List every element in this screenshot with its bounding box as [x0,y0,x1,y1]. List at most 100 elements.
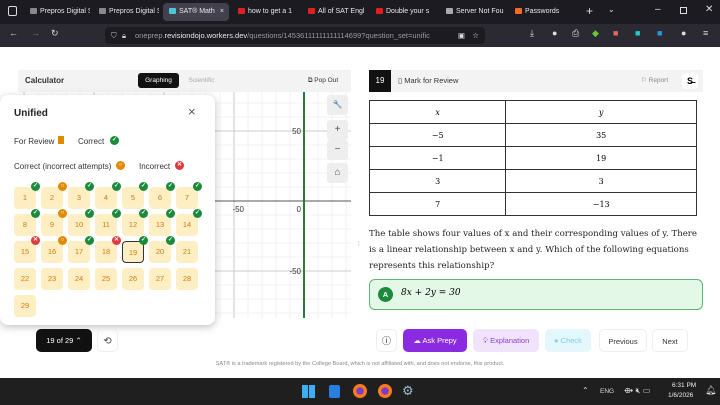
question-cell[interactable]: 7 [176,187,198,209]
resize-handle[interactable]: ⁞ [358,242,360,248]
settings-icon[interactable]: ⚙ [402,383,414,398]
explanation-button[interactable]: 💡︎ Explanation [473,329,539,352]
browser-tab[interactable]: Prepros Digital SA [24,3,90,21]
extension-icon-5[interactable]: ● [681,28,687,38]
question-cell[interactable]: 26 [122,268,144,290]
question-cell[interactable]: 24 [68,268,90,290]
back-icon[interactable]: ← [9,28,18,38]
home-icon[interactable]: ⌂ [327,163,348,183]
question-cell[interactable]: 4 [95,187,117,209]
previous-button[interactable]: Previous [599,329,647,352]
ask-prepy-button[interactable]: ☁ Ask Prepy [403,329,467,352]
notification-bell-icon[interactable]: 🔔︎ [705,385,717,395]
question-cell[interactable]: 3 [68,187,90,209]
browser-tab[interactable]: SAT® Math × [163,3,229,21]
browser-tab[interactable]: All of SAT Engl [302,3,368,21]
correct-badge-icon: ✓ [85,182,94,191]
close-popup-button[interactable]: × [188,104,196,119]
question-cell[interactable]: 17 [68,241,90,263]
close-window-button[interactable]: ✕ [705,4,714,15]
question-table: x y −5 35 −1 19 3 3 7 −13 [368,100,697,216]
firefox-icon[interactable] [353,384,367,398]
check-button[interactable]: ● Check [545,329,591,352]
forward-icon[interactable]: → [31,28,40,38]
correct-badge-icon: ✓ [139,209,148,218]
strikethrough-tool-icon[interactable]: S̶ [682,73,698,89]
zoom-out-button[interactable]: − [327,140,348,160]
network-volume-battery-icons[interactable]: ⟴ 🔇︎ ▭ [624,386,651,395]
question-cell[interactable]: 19 [122,241,144,263]
close-tab-button[interactable]: × [219,8,224,15]
question-cell[interactable]: 10 [68,214,90,236]
scientific-tab[interactable]: Scientific [188,77,215,84]
question-cell[interactable]: 22 [14,268,36,290]
question-cell[interactable]: 21 [176,241,198,263]
question-cell[interactable]: 5 [122,187,144,209]
question-progress-button[interactable]: 19 of 29 ⌃ [36,329,92,352]
question-cell[interactable]: 2 [41,187,63,209]
question-cell[interactable]: 12 [122,214,144,236]
account-icon[interactable]: ● [552,28,558,38]
info-icon[interactable]: ⓘ [376,329,397,352]
question-cell[interactable]: 28 [176,268,198,290]
question-cell[interactable]: 25 [95,268,117,290]
zoom-in-button[interactable]: + [327,120,348,140]
address-bar[interactable]: ⛉ 🔒︎ oneprep.revisiondojo.workers.dev/qu… [105,27,485,44]
restore-button[interactable] [680,7,687,14]
x-tick-label: -50 [232,205,244,214]
clock-time[interactable]: 6:31 PM [672,382,697,389]
question-cell[interactable]: 15 [14,241,36,263]
question-cell[interactable]: 13 [149,214,171,236]
history-icon[interactable]: ⟲ [97,329,118,352]
table-header-cell: x [368,100,507,124]
wrench-icon[interactable]: 🔧 [327,95,348,115]
question-cell[interactable]: 1 [14,187,36,209]
question-cell[interactable]: 8 [14,214,36,236]
mark-for-review-button[interactable]: ▯ Mark for Review [398,76,458,85]
question-cell[interactable]: 29 [14,295,36,317]
calendar-app-icon[interactable] [329,385,340,398]
browser-tab[interactable]: Prepros Digital SA [93,3,159,21]
downloads-icon[interactable]: ⤓ [530,28,534,38]
prepy-icon: ☁ [413,336,423,345]
firefox-active-icon[interactable] [378,384,392,398]
shield-icon: ⛉ [111,31,117,40]
question-cell[interactable]: 20 [149,241,171,263]
question-cell[interactable]: 18 [95,241,117,263]
extensions-icon[interactable]: ⎙ [572,28,580,38]
reload-icon[interactable]: ↻ [51,28,59,38]
language-indicator[interactable]: ENG [600,388,615,395]
question-cell[interactable]: 23 [41,268,63,290]
new-tab-button[interactable]: + [586,4,594,18]
clock-date[interactable]: 1/6/2026 [668,392,694,399]
browser-tab[interactable]: Passwords [509,3,575,21]
question-cell[interactable]: 27 [149,268,171,290]
extension-icon-1[interactable]: ◆ [592,28,599,38]
browser-tab[interactable]: Server Not Fou [440,3,506,21]
browser-tab[interactable]: Double your s [370,3,436,21]
extension-icon-4[interactable]: ■ [657,28,663,38]
bookmark-star-icon[interactable]: ☆ [472,31,479,40]
menu-icon[interactable]: ≡ [703,28,709,38]
tab-list-chevron-icon[interactable]: ⌄ [608,5,615,14]
table-row: 7 −13 [368,192,697,216]
extension-icon-2[interactable]: ■ [613,28,619,38]
next-button[interactable]: Next [652,329,688,352]
reader-view-icon[interactable]: ▣ [457,31,465,40]
question-cell[interactable]: 11 [95,214,117,236]
question-cell[interactable]: 16 [41,241,63,263]
question-cell[interactable]: 9 [41,214,63,236]
choice-a[interactable]: A 8x + 2y = 30 [369,279,703,310]
question-cell[interactable]: 14 [176,214,198,236]
tray-chevron-icon[interactable]: ⌃ [582,386,589,395]
browser-tab[interactable]: how to get a 1 [232,3,298,21]
pop-out-button[interactable]: ⧉ Pop Out [302,73,344,88]
tab-label: Prepros Digital SA [109,8,159,15]
report-button[interactable]: ⚐ Report [641,76,668,84]
minimize-button[interactable]: – [655,4,661,15]
extension-icon-3[interactable]: ■ [635,28,641,38]
tab-overview-icon[interactable] [8,6,17,16]
graphing-tab[interactable]: Graphing [138,73,179,88]
question-cell[interactable]: 6 [149,187,171,209]
start-icon[interactable] [302,385,315,398]
